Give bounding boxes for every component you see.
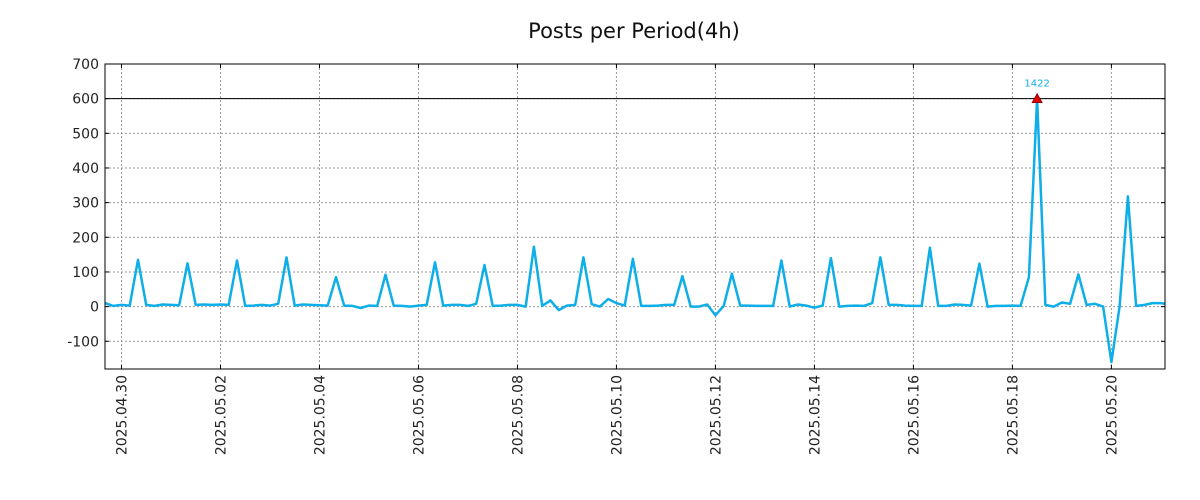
x-tick-label: 2025.05.08 bbox=[510, 375, 526, 455]
y-axis-ticks: 700 600 500 400 300 200 100 0 -100 bbox=[67, 57, 1165, 350]
y-tick-label: 100 bbox=[72, 265, 99, 281]
peak-label-0: 1422 bbox=[1024, 79, 1049, 90]
y-tick-label: 700 bbox=[72, 57, 99, 73]
chart-title: Posts per Period(4h) bbox=[528, 19, 740, 43]
x-tick-label: 2025.05.18 bbox=[1005, 375, 1021, 455]
y-tick-label: 400 bbox=[72, 161, 99, 177]
x-tick-label: 2025.05.14 bbox=[807, 375, 823, 455]
x-tick-label: 2025.05.20 bbox=[1104, 375, 1120, 455]
x-tick-label: 2025.05.06 bbox=[411, 375, 427, 455]
y-tick-label: 300 bbox=[72, 196, 99, 212]
x-tick-label: 2025.05.02 bbox=[213, 375, 229, 455]
y-tick-label: 0 bbox=[90, 300, 99, 316]
series-line-0 bbox=[104, 97, 1166, 364]
y-tick-label: 200 bbox=[72, 230, 99, 246]
y-tick-label: 600 bbox=[72, 92, 99, 108]
x-tick-label: 2025.05.16 bbox=[906, 375, 922, 455]
x-tick-label: 2025.05.12 bbox=[708, 375, 724, 455]
x-tick-label: 2025.05.10 bbox=[609, 375, 625, 455]
plot-area bbox=[105, 64, 1165, 369]
peak-marker-0 bbox=[1031, 92, 1043, 104]
x-tick-label: 2025.05.04 bbox=[312, 375, 328, 455]
annotation-layer: 1422 bbox=[1024, 79, 1050, 104]
series-layer bbox=[104, 97, 1166, 364]
plot-frame bbox=[104, 63, 1166, 370]
x-tick-label: 2025.04.30 bbox=[114, 375, 130, 455]
y-tick-label: -100 bbox=[67, 334, 99, 350]
x-axis-ticks: 2025.04.30 2025.05.02 2025.05.04 2025.05.06… bbox=[114, 64, 1120, 455]
y-tick-label: 500 bbox=[72, 126, 99, 142]
